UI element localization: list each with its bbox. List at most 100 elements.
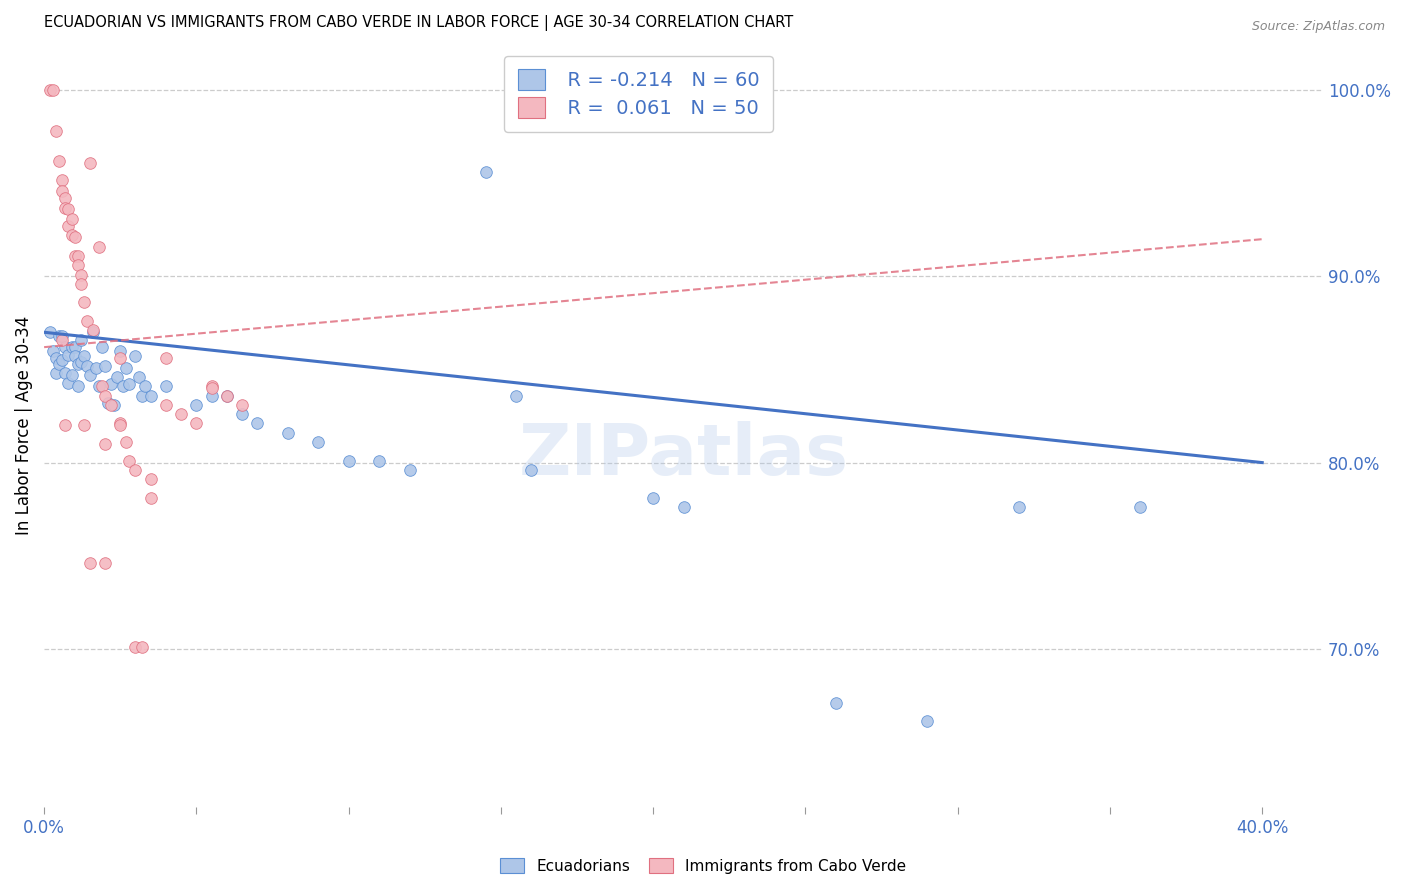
Point xyxy=(87,239,110,253)
Point xyxy=(73,350,96,364)
Point xyxy=(63,350,86,364)
Point xyxy=(94,359,117,373)
Point xyxy=(51,329,73,343)
Point xyxy=(51,172,73,186)
Y-axis label: In Labor Force | Age 30-34: In Labor Force | Age 30-34 xyxy=(15,316,32,535)
Point xyxy=(55,366,77,380)
Point xyxy=(39,325,62,339)
Point xyxy=(91,340,114,354)
Point xyxy=(84,360,107,375)
Legend: Ecuadorians, Immigrants from Cabo Verde: Ecuadorians, Immigrants from Cabo Verde xyxy=(494,852,912,880)
Point xyxy=(215,388,238,402)
Point xyxy=(115,435,138,450)
Point xyxy=(48,357,70,371)
Point xyxy=(58,202,80,217)
Point xyxy=(915,714,938,729)
Point xyxy=(103,398,125,412)
Point xyxy=(60,228,83,243)
Point xyxy=(94,556,117,570)
Point xyxy=(246,417,269,431)
Point xyxy=(79,156,101,170)
Point xyxy=(82,323,104,337)
Point xyxy=(60,340,83,354)
Point xyxy=(55,418,77,433)
Point xyxy=(87,379,110,393)
Point xyxy=(100,377,122,392)
Point xyxy=(66,379,89,393)
Point xyxy=(91,379,114,393)
Point xyxy=(60,368,83,383)
Point xyxy=(73,295,96,310)
Point xyxy=(139,388,162,402)
Point xyxy=(124,640,146,654)
Point xyxy=(66,357,89,371)
Point xyxy=(48,329,70,343)
Point xyxy=(97,396,120,410)
Legend:   R = -0.214   N = 60,   R =  0.061   N = 50: R = -0.214 N = 60, R = 0.061 N = 50 xyxy=(505,55,773,132)
Point xyxy=(118,454,141,468)
Point xyxy=(110,351,132,366)
Point xyxy=(200,381,222,395)
Point xyxy=(134,379,156,393)
Point xyxy=(505,388,527,402)
Point xyxy=(139,491,162,505)
Point xyxy=(58,376,80,390)
Point xyxy=(42,83,65,97)
Point xyxy=(66,258,89,272)
Point xyxy=(474,165,496,179)
Point xyxy=(131,640,153,654)
Point xyxy=(115,360,138,375)
Point xyxy=(398,463,420,477)
Point xyxy=(45,124,67,138)
Point xyxy=(643,491,665,505)
Point xyxy=(100,398,122,412)
Point xyxy=(200,379,222,393)
Point xyxy=(94,437,117,451)
Point xyxy=(825,696,848,710)
Point xyxy=(200,388,222,402)
Point xyxy=(51,184,73,198)
Point xyxy=(63,249,86,263)
Point xyxy=(51,333,73,347)
Point xyxy=(110,417,132,431)
Point xyxy=(94,388,117,402)
Point xyxy=(139,472,162,486)
Point xyxy=(45,351,67,366)
Text: Source: ZipAtlas.com: Source: ZipAtlas.com xyxy=(1251,20,1385,33)
Text: ECUADORIAN VS IMMIGRANTS FROM CABO VERDE IN LABOR FORCE | AGE 30-34 CORRELATION : ECUADORIAN VS IMMIGRANTS FROM CABO VERDE… xyxy=(44,15,793,31)
Point xyxy=(105,370,128,384)
Point xyxy=(231,407,253,421)
Point xyxy=(58,348,80,362)
Point xyxy=(215,388,238,402)
Point xyxy=(520,463,543,477)
Point xyxy=(76,314,98,328)
Point xyxy=(307,435,329,450)
Point xyxy=(48,153,70,168)
Point xyxy=(51,353,73,368)
Point xyxy=(110,343,132,358)
Point xyxy=(155,398,177,412)
Point xyxy=(186,398,208,412)
Point xyxy=(128,370,150,384)
Point xyxy=(60,211,83,226)
Point xyxy=(1007,500,1029,515)
Point xyxy=(69,355,91,369)
Point xyxy=(170,407,193,421)
Point xyxy=(45,366,67,380)
Point xyxy=(277,425,299,440)
Point xyxy=(55,340,77,354)
Point xyxy=(131,388,153,402)
Point xyxy=(231,398,253,412)
Point xyxy=(66,249,89,263)
Text: ZIPatlas: ZIPatlas xyxy=(519,421,849,491)
Point xyxy=(55,191,77,205)
Point xyxy=(186,417,208,431)
Point xyxy=(79,368,101,383)
Point xyxy=(39,83,62,97)
Point xyxy=(73,418,96,433)
Point xyxy=(112,379,135,393)
Point xyxy=(63,340,86,354)
Point xyxy=(672,500,695,515)
Point xyxy=(82,325,104,339)
Point xyxy=(69,333,91,347)
